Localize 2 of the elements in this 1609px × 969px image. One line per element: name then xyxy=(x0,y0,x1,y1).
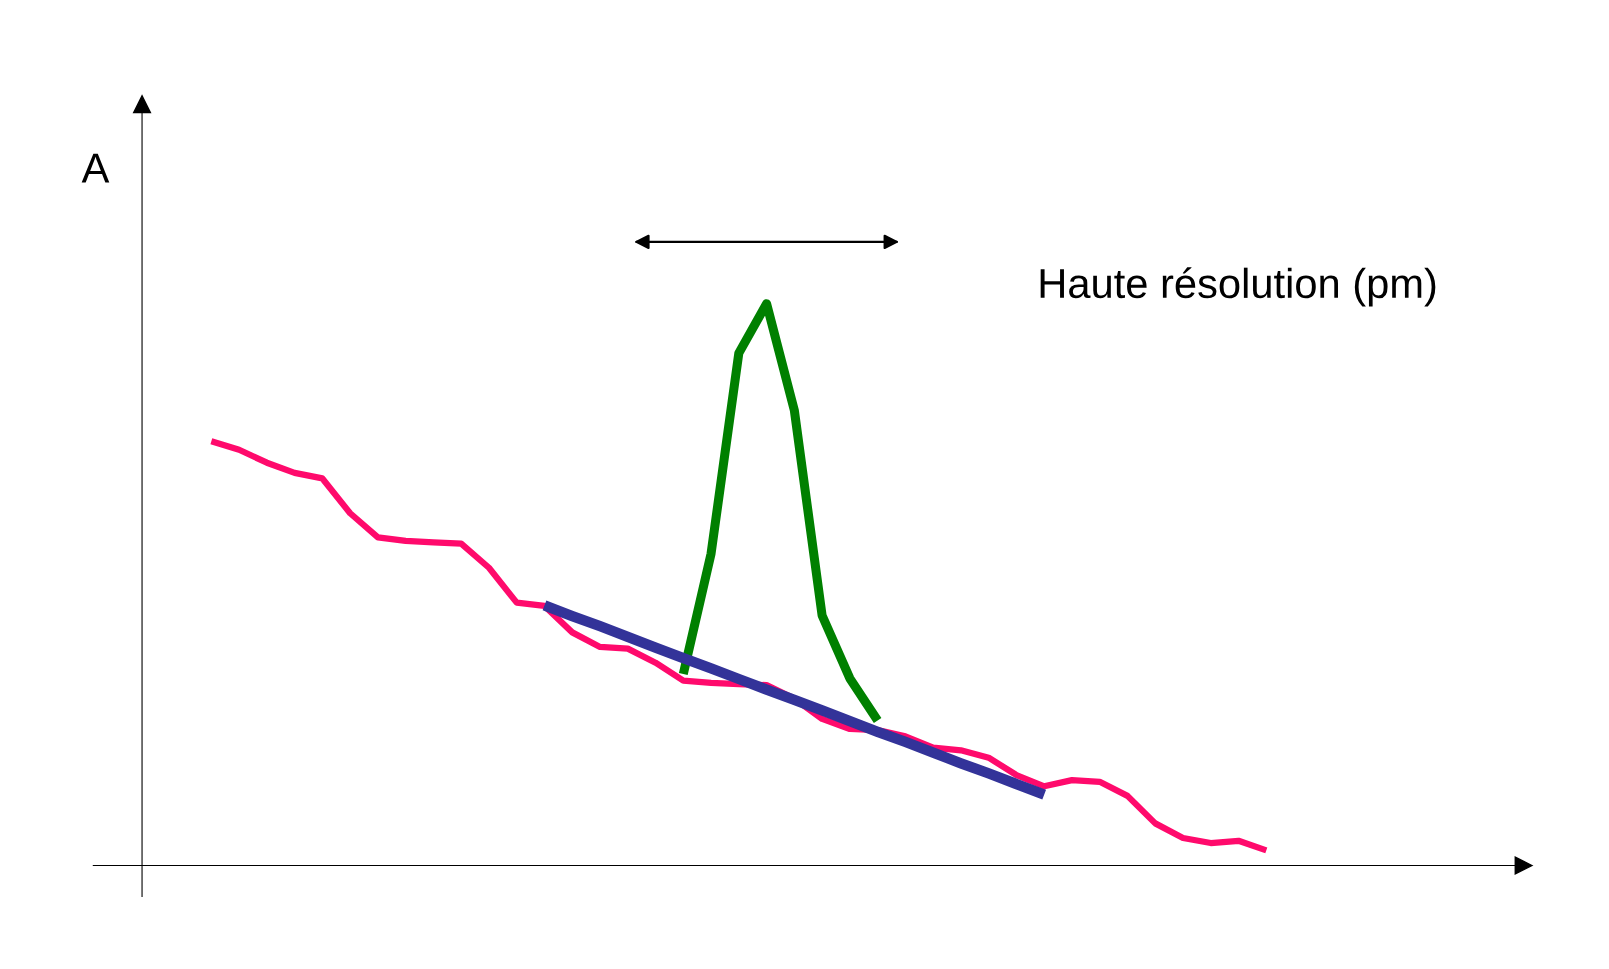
annotation: Haute résolution (pm) xyxy=(1040,267,1436,307)
y-axis-title: A xyxy=(81,153,110,183)
